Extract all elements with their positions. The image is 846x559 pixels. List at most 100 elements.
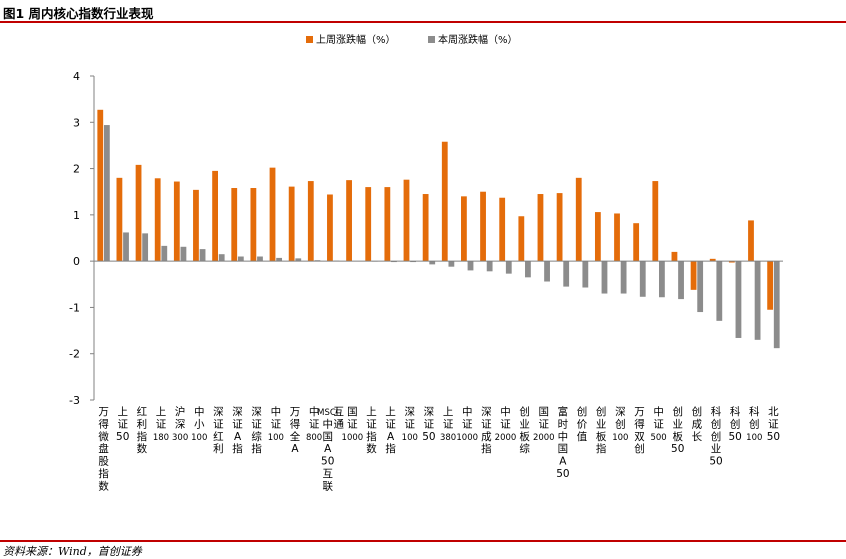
legend-label-last-week: 上周涨跌幅（%）	[316, 33, 396, 46]
x-tick-label: 创价值	[577, 405, 588, 443]
bar-last-week	[270, 168, 276, 262]
chart-legend: 上周涨跌幅（%） 本周涨跌幅（%）	[306, 33, 518, 46]
bar-this-week	[602, 261, 608, 293]
bar-this-week	[640, 261, 646, 297]
x-tick-label: 深证综指	[251, 406, 262, 455]
x-tick-label: 上证指数	[366, 406, 377, 455]
y-tick-label: -1	[69, 301, 80, 314]
bar-last-week	[136, 165, 142, 261]
bar-last-week	[231, 188, 237, 261]
bar-this-week	[678, 261, 684, 299]
bar-last-week	[595, 212, 601, 261]
bar-last-week	[212, 171, 218, 261]
bar-this-week	[659, 261, 665, 297]
y-tick-label: -2	[69, 348, 80, 361]
bar-this-week	[487, 261, 493, 271]
x-tick-label: 深证红利	[213, 406, 224, 455]
bar-this-week	[104, 125, 110, 261]
legend-swatch-last-week	[306, 36, 313, 43]
bar-this-week	[774, 261, 780, 348]
bar-this-week	[755, 261, 761, 340]
bar-last-week	[499, 198, 505, 261]
bar-last-week	[346, 180, 352, 261]
bar-last-week	[250, 188, 256, 261]
bar-last-week	[461, 196, 467, 261]
bar-last-week	[117, 178, 123, 261]
bar-this-week	[506, 261, 512, 274]
bar-this-week	[697, 261, 703, 312]
bar-last-week	[614, 213, 620, 261]
source-note: 资料来源：Wind，首创证券	[3, 543, 142, 559]
bar-last-week	[767, 261, 773, 310]
y-tick-label: 4	[73, 70, 80, 83]
bar-last-week	[155, 178, 161, 261]
x-tick-label: 深证成指	[481, 406, 492, 455]
bar-this-week	[544, 261, 550, 281]
bar-last-week	[576, 178, 582, 261]
x-tick-label: 创成长	[692, 405, 703, 443]
y-tick-label: 3	[73, 116, 80, 129]
bar-last-week	[365, 187, 371, 261]
bar-this-week	[200, 249, 206, 261]
bar-this-week	[181, 247, 187, 261]
bar-last-week	[652, 181, 658, 261]
bar-last-week	[384, 187, 390, 261]
bar-this-week	[123, 232, 129, 261]
figure-title: 图1 周内核心指数行业表现	[3, 3, 154, 22]
bar-last-week	[442, 142, 448, 261]
bar-last-week	[404, 180, 410, 261]
y-tick-label: 1	[73, 209, 80, 222]
bar-this-week	[621, 261, 627, 293]
bottom-rule	[0, 540, 846, 542]
bar-this-week	[468, 261, 474, 270]
bar-last-week	[518, 216, 524, 261]
bar-last-week	[97, 110, 103, 261]
bar-this-week	[161, 246, 167, 261]
bar-last-week	[423, 194, 429, 261]
bar-last-week	[193, 190, 199, 261]
bar-last-week	[748, 220, 754, 261]
legend-label-this-week: 本周涨跌幅（%）	[438, 33, 518, 46]
legend-swatch-this-week	[428, 36, 435, 43]
bar-last-week	[538, 194, 544, 261]
x-tick-label: 红利指数	[137, 405, 148, 455]
y-tick-label: 0	[73, 255, 80, 268]
bar-this-week	[716, 261, 722, 321]
bar-last-week	[174, 182, 180, 262]
x-tick-label: 创业板指	[596, 405, 607, 455]
x-tick-label: 创业板综	[519, 405, 530, 455]
bar-this-week	[238, 257, 244, 262]
bar-this-week	[142, 233, 148, 261]
bar-this-week	[448, 261, 454, 267]
bar-last-week	[308, 181, 314, 261]
bar-last-week	[327, 194, 333, 261]
y-tick-label: 2	[73, 163, 80, 176]
bar-last-week	[691, 261, 697, 290]
bar-this-week	[563, 261, 569, 286]
bar-this-week	[219, 254, 225, 261]
